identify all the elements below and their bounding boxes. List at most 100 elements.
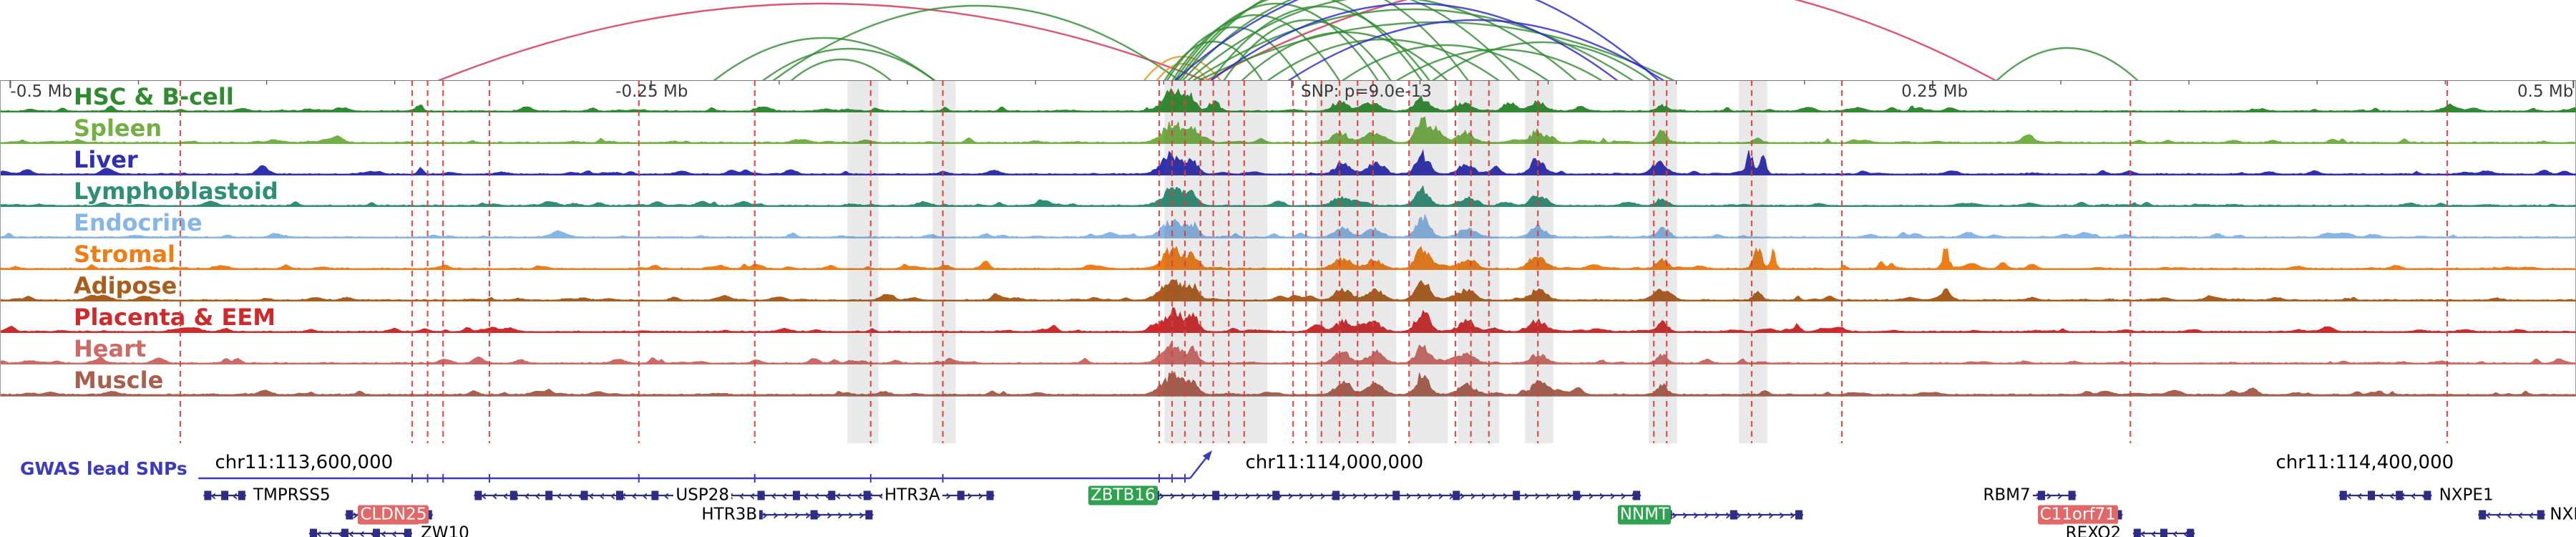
gene-exon <box>986 490 994 500</box>
gene-strand-arrow: › <box>1736 506 1742 523</box>
gene-label-zbtb16: ZBTB16 <box>1088 485 1158 505</box>
gene-exon <box>1392 490 1400 500</box>
gene-exon <box>404 528 411 537</box>
signal-endocrine <box>1 213 2576 238</box>
signal-lymphoblastoid <box>1 185 2576 207</box>
gene-strand-arrow: › <box>1556 487 1561 504</box>
gene-strand-arrow: › <box>848 506 854 523</box>
gene-strand-arrow: ‹ <box>835 487 841 504</box>
gene-label-htr3a: HTR3A <box>882 485 942 505</box>
gene-exon <box>957 490 965 500</box>
gene-strand-arrow: › <box>1672 506 1677 523</box>
gene-strand-arrow: ‹ <box>492 487 497 504</box>
gene-strand-arrow: › <box>1790 506 1795 523</box>
track-label-hsc-b-cell: HSC & B-cell <box>74 83 234 110</box>
signal-area <box>1 116 2576 144</box>
gene-strand-arrow: ‹ <box>857 487 862 504</box>
gene-strand-arrow: ‹ <box>2421 487 2427 504</box>
signal-area <box>1 306 2576 333</box>
gene-strand-arrow: › <box>2057 487 2062 504</box>
gene-strand-arrow: ‹ <box>824 487 830 504</box>
gene-exon <box>865 510 873 520</box>
gene-strand-arrow: ‹ <box>370 525 376 537</box>
gene-strand-arrow: › <box>1566 487 1572 504</box>
gene-strand-arrow: › <box>1169 487 1175 504</box>
gene-strand-arrow: ‹ <box>2346 487 2352 504</box>
interaction-arc <box>1341 44 1549 81</box>
gene-strand-arrow: ‹ <box>535 487 540 504</box>
ruler-label: -0.5 Mb <box>10 82 73 101</box>
coordinate-label: chr11:113,600,000 <box>215 452 394 473</box>
gene-strand-arrow: ‹ <box>348 525 354 537</box>
gene-strand-arrow: ‹ <box>481 487 487 504</box>
gene-strand-arrow: › <box>1599 487 1604 504</box>
gene-strand-arrow: › <box>1223 487 1229 504</box>
gene-exon <box>651 490 659 500</box>
gene-strand-arrow: ‹ <box>513 487 519 504</box>
gene-strand-arrow: ‹ <box>2368 487 2373 504</box>
gene-strand-arrow: › <box>1693 506 1699 523</box>
track-row-heart: Heart <box>1 333 2576 364</box>
gene-strand-arrow: ‹ <box>2140 525 2146 537</box>
gene-exon <box>828 490 836 500</box>
gene-strand-arrow: › <box>1427 487 1433 504</box>
gene-strand-arrow: › <box>773 506 779 523</box>
gene-strand-arrow: › <box>784 506 789 523</box>
interaction-arc <box>1163 41 1264 81</box>
track-label-endocrine: Endocrine <box>74 209 203 236</box>
signal-heart <box>1 342 2576 364</box>
gene-strand-arrow: › <box>2046 487 2051 504</box>
track-row-endocrine: Endocrine <box>1 207 2576 238</box>
gene-strand-arrow: › <box>1502 487 1508 504</box>
gene-strand-arrow: ‹ <box>221 487 227 504</box>
gene-strand-arrow: ‹ <box>760 487 766 504</box>
gene-exon <box>2424 490 2431 500</box>
interaction-arc <box>1241 31 1449 81</box>
signal-stromal <box>1 246 2576 270</box>
gene-exon <box>2339 490 2347 500</box>
signal-muscle <box>1 371 2576 396</box>
gene-strand-arrow: ‹ <box>781 487 787 504</box>
gwas-arrow-shaft <box>1189 457 1207 479</box>
gene-strand-arrow: ‹ <box>2183 525 2189 537</box>
signal-area <box>1 279 2576 301</box>
interaction-arc <box>1174 0 1660 81</box>
gene-strand-arrow: ‹ <box>771 487 776 504</box>
interaction-arc <box>1267 38 1500 81</box>
gene-strand-arrow: › <box>805 506 811 523</box>
interaction-arc <box>1996 47 2139 81</box>
track-label-liver: Liver <box>74 146 138 173</box>
gene-strand-arrow: › <box>1319 487 1325 504</box>
gene-label-rbm7: RBM7 <box>1981 485 2033 505</box>
gene-strand-arrow: › <box>1384 487 1390 504</box>
gene-exon <box>341 528 348 537</box>
interaction-arc <box>1210 2 1619 81</box>
gene-strand-arrow: ‹ <box>663 487 669 504</box>
interaction-arc <box>1186 0 1577 81</box>
gene-strand-arrow: ‹ <box>803 487 809 504</box>
gene-strand-arrow: › <box>837 506 843 523</box>
gene-strand-arrow: › <box>1513 487 1518 504</box>
gene-strand-arrow: › <box>1779 506 1785 523</box>
gene-exon <box>1332 490 1340 500</box>
gene-strand-arrow: › <box>988 487 994 504</box>
gene-strand-arrow: ‹ <box>846 487 852 504</box>
gene-strand-arrow: › <box>1725 506 1731 523</box>
signal-area <box>1 342 2576 364</box>
gene-strand-arrow: ‹ <box>599 487 605 504</box>
coordinate-label: chr11:114,000,000 <box>1245 452 1424 473</box>
gene-strand-arrow: › <box>826 506 832 523</box>
gene-label-nxpe: NXPE <box>2547 505 2576 525</box>
track-label-lymphoblastoid: Lymphoblastoid <box>74 178 278 205</box>
gene-exon <box>2187 528 2195 537</box>
gene-label-htr3b: HTR3B <box>699 505 760 525</box>
gene-exon <box>474 490 482 500</box>
gene-strand-arrow: › <box>859 506 864 523</box>
gene-strand-arrow: ‹ <box>316 525 322 537</box>
gene-exon <box>616 490 623 500</box>
signal-placenta-eem <box>1 306 2576 333</box>
gene-strand-arrow: ‹ <box>232 487 238 504</box>
gene-strand-arrow: › <box>1298 487 1304 504</box>
ruler-label: 0.25 Mb <box>1901 82 1968 101</box>
track-row-adipose: Adipose <box>1 270 2576 301</box>
